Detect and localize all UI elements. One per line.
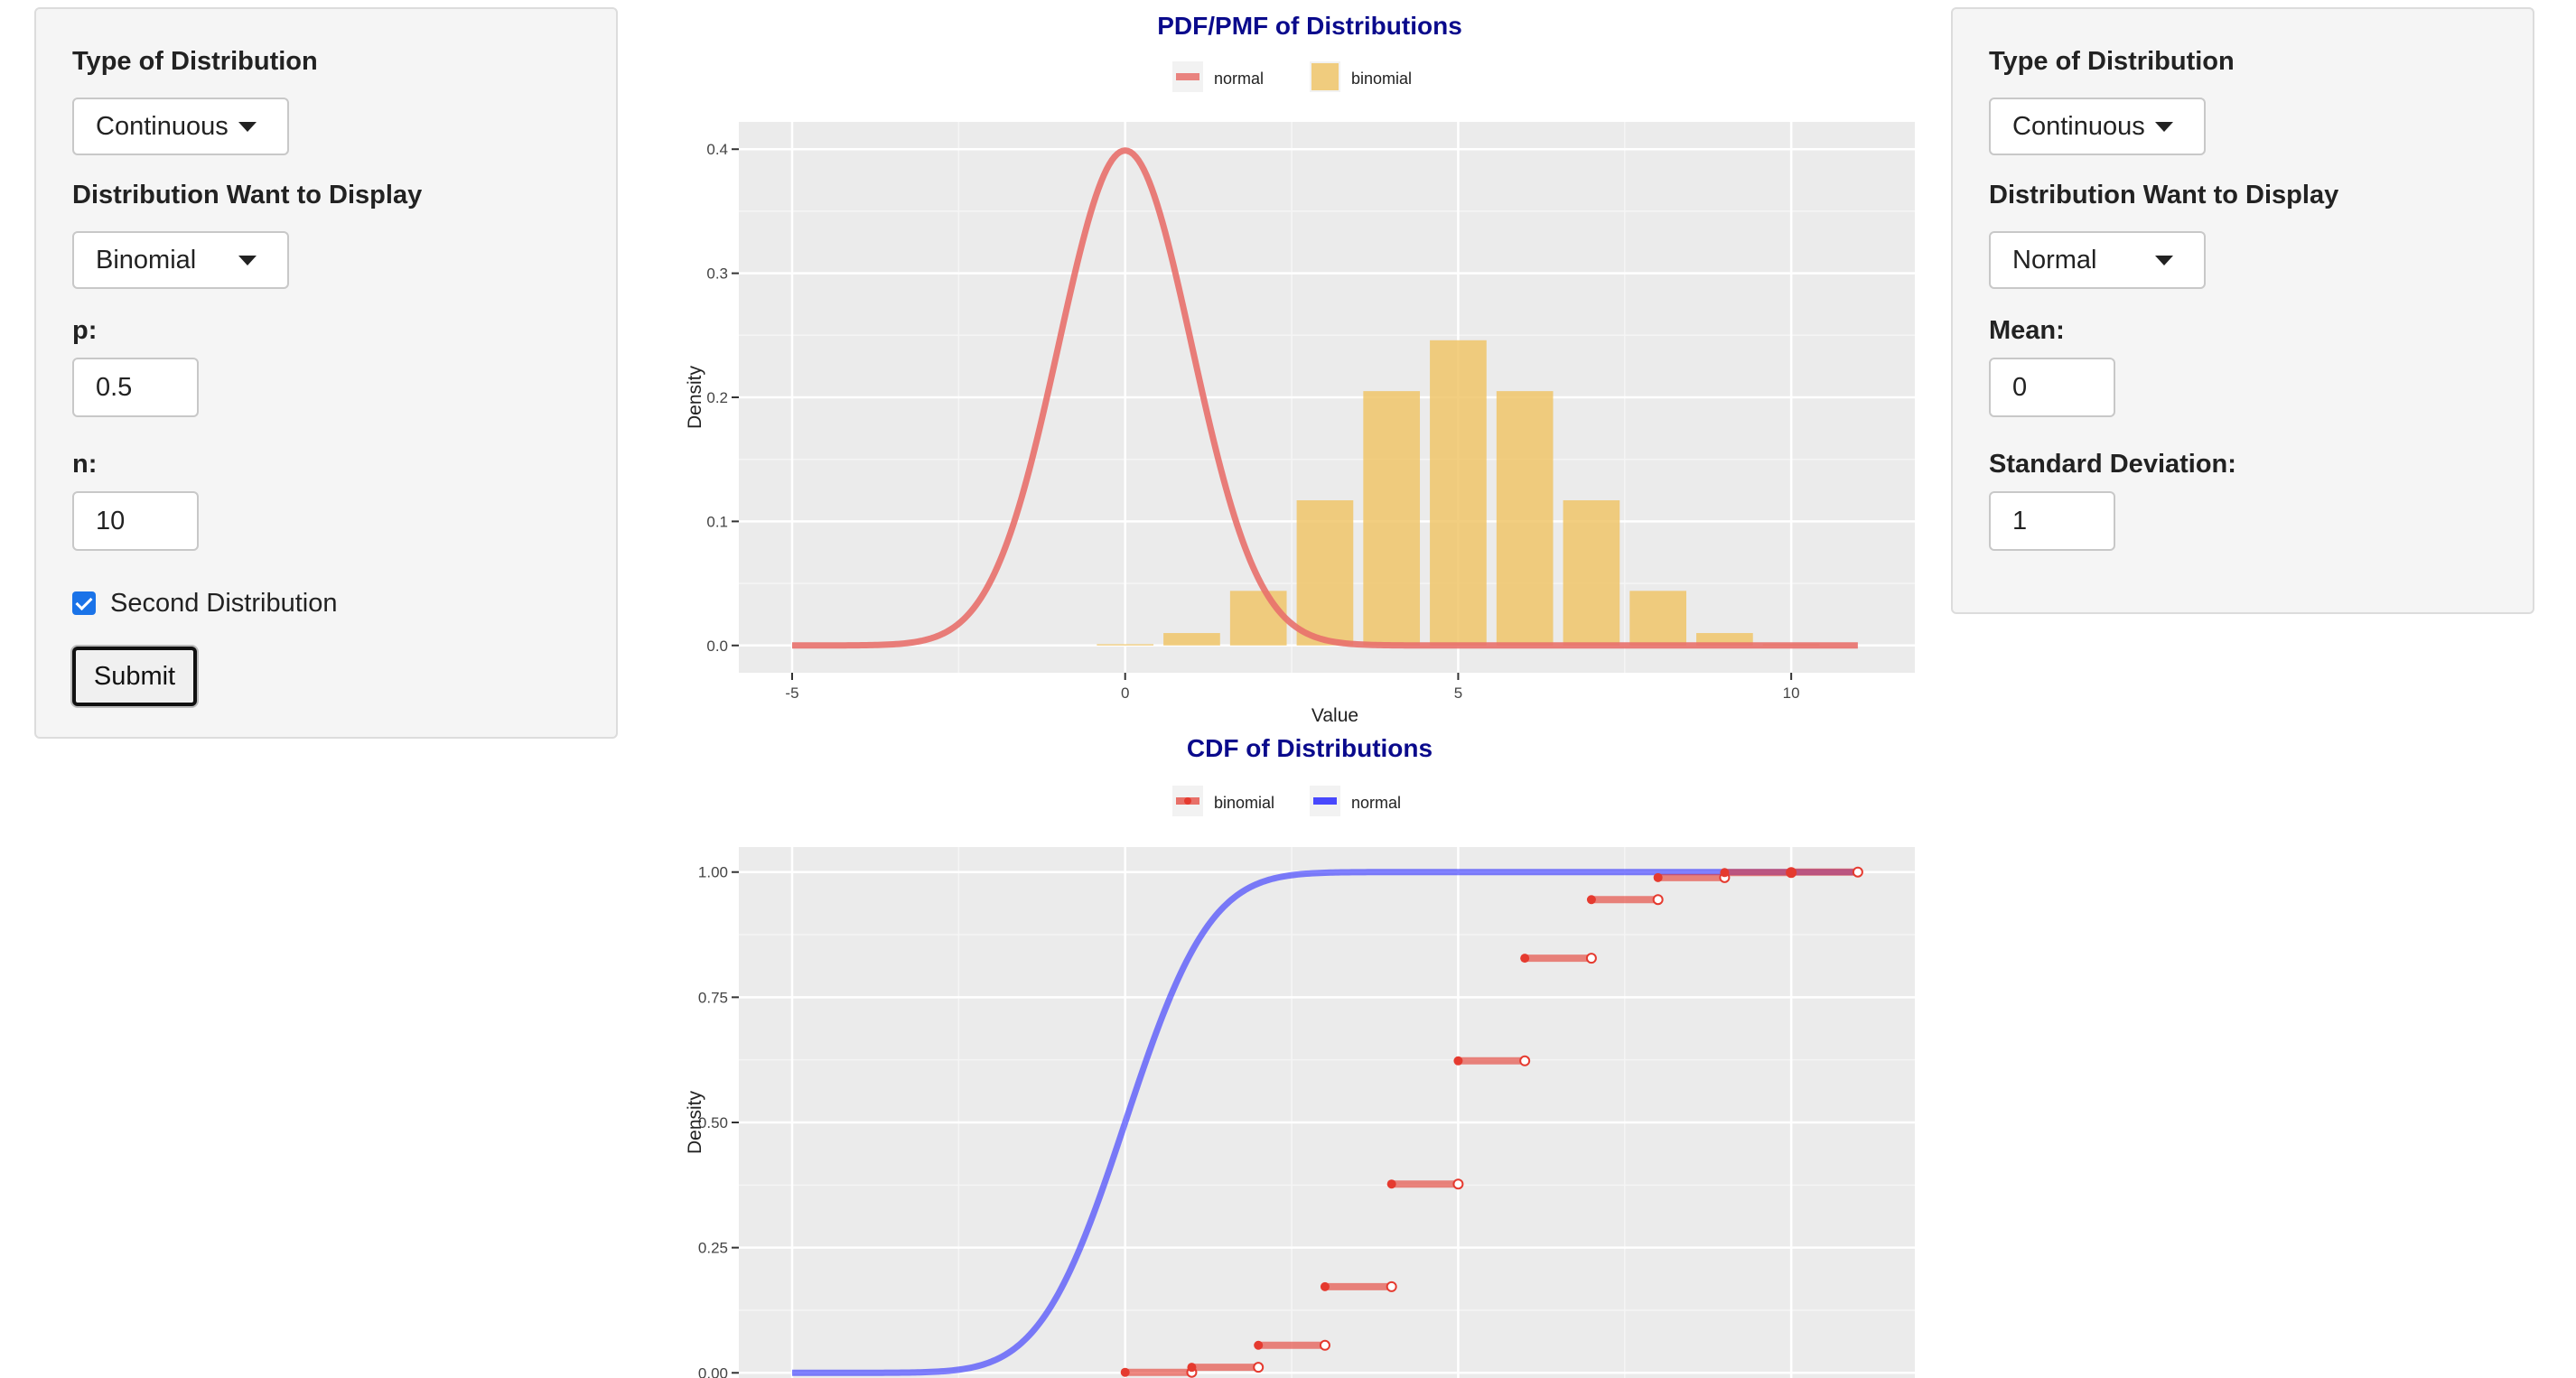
x-axis-label: Value — [1311, 705, 1358, 724]
y-axis-label: Density — [685, 1090, 705, 1154]
type-of-distribution-value-2: Continuous — [2012, 112, 2145, 141]
distribution-display-label-2: Distribution Want to Display — [1989, 181, 2339, 209]
binomial-step-closed-point — [1254, 1340, 1264, 1350]
binomial-bar — [1496, 391, 1554, 646]
binomial-bar — [1629, 591, 1686, 646]
distribution-display-label: Distribution Want to Display — [72, 181, 423, 209]
type-of-distribution-value: Continuous — [96, 112, 229, 141]
type-of-distribution-select-2[interactable]: Continuous — [1989, 98, 2206, 155]
y-tick-label: 0.3 — [706, 265, 728, 283]
n-input[interactable]: 10 — [72, 491, 199, 551]
binomial-step-closed-point — [1386, 1179, 1396, 1189]
x-tick-label: 5 — [1454, 684, 1462, 702]
n-label: n: — [72, 450, 98, 479]
binomial-step-open-point — [1253, 1362, 1265, 1373]
second-distribution-checkbox[interactable] — [72, 591, 96, 615]
x-tick-label: 10 — [1783, 684, 1800, 702]
legend-label: normal — [1214, 70, 1264, 88]
x-tick-label: -5 — [785, 684, 798, 702]
binomial-bar — [1430, 340, 1487, 646]
binomial-step-open-point — [1585, 953, 1597, 964]
y-tick-label: 0.50 — [698, 1114, 728, 1131]
legend-key-binomial — [1311, 63, 1339, 90]
binomial-bar — [1097, 644, 1154, 646]
binomial-step-closed-point — [1653, 872, 1663, 882]
p-label: p: — [72, 316, 98, 345]
binomial-bar — [1296, 500, 1354, 646]
mean-label: Mean: — [1989, 316, 2065, 345]
binomial-step-open-point — [1852, 866, 1863, 878]
chart-title: PDF/PMF of Distributions — [1157, 12, 1462, 40]
legend-label: binomial — [1214, 794, 1274, 812]
second-distribution-label: Second Distribution — [110, 588, 338, 618]
legend-label: normal — [1351, 794, 1401, 812]
caret-down-icon — [238, 256, 257, 265]
binomial-step-closed-point — [1120, 1367, 1130, 1377]
binomial-step-closed-point — [1187, 1363, 1197, 1373]
binomial-bar — [1563, 500, 1620, 646]
binomial-step-closed-point — [1720, 868, 1730, 878]
y-tick-label: 0.00 — [698, 1364, 728, 1378]
y-axis-label: Density — [685, 365, 705, 429]
distribution-display-value-2: Normal — [2012, 246, 2097, 275]
sd-input[interactable]: 1 — [1989, 491, 2115, 551]
distribution-display-value: Binomial — [96, 246, 197, 275]
y-tick-label: 0.2 — [706, 389, 728, 406]
binomial-step-closed-point — [1586, 895, 1596, 905]
normal-density-line — [791, 147, 1858, 649]
p-input[interactable]: 0.5 — [72, 358, 199, 417]
second-distribution-row[interactable]: Second Distribution — [72, 585, 337, 621]
left-input-panel: Type of Distribution Continuous Distribu… — [34, 7, 618, 739]
binomial-step-open-point — [1452, 1178, 1464, 1190]
y-tick-label: 0.0 — [706, 638, 728, 655]
binomial-bar — [1363, 391, 1421, 646]
x-tick-label: 0 — [1121, 684, 1129, 702]
y-tick-label: 0.4 — [706, 141, 728, 158]
binomial-step-open-point — [1652, 894, 1664, 906]
type-of-distribution-label-2: Type of Distribution — [1989, 47, 2235, 76]
binomial-step-closed-point — [1453, 1056, 1463, 1066]
plot-background — [739, 847, 1915, 1378]
binomial-bar — [1229, 591, 1287, 646]
y-tick-label: 1.00 — [698, 864, 728, 881]
caret-down-icon — [2155, 122, 2173, 132]
cdf-chart: CDF of Distributions 0.00 0.25 0.50 0.75 1.00… — [685, 734, 1915, 1378]
caret-down-icon — [2155, 256, 2173, 265]
sd-label: Standard Deviation: — [1989, 450, 2236, 479]
binomial-step-closed-point — [1787, 867, 1797, 877]
submit-button[interactable]: Submit — [72, 647, 197, 706]
pdf-pmf-chart: PDF/PMF of Distributions 0.0 0.1 0.2 0.3 0.4 -… — [685, 12, 1915, 724]
chart-title: CDF of Distributions — [1187, 734, 1433, 762]
legend-label: binomial — [1351, 70, 1412, 88]
type-of-distribution-select[interactable]: Continuous — [72, 98, 289, 155]
y-tick-label: 0.25 — [698, 1240, 728, 1257]
mean-input[interactable]: 0 — [1989, 358, 2115, 417]
caret-down-icon — [238, 122, 257, 132]
type-of-distribution-label: Type of Distribution — [72, 47, 318, 76]
binomial-step-closed-point — [1520, 954, 1530, 964]
y-tick-label: 0.75 — [698, 989, 728, 1006]
y-tick-label: 0.1 — [706, 513, 728, 530]
binomial-step-closed-point — [1320, 1281, 1330, 1291]
binomial-step-open-point — [1519, 1055, 1531, 1066]
legend-key-dot — [1184, 797, 1191, 805]
distribution-display-select-2[interactable]: Normal — [1989, 231, 2206, 289]
binomial-bar — [1163, 633, 1220, 646]
binomial-step-open-point — [1319, 1339, 1330, 1351]
right-input-panel: Type of Distribution Continuous Distribu… — [1951, 7, 2534, 614]
binomial-step-open-point — [1386, 1280, 1397, 1292]
normal-cdf-line — [791, 869, 1858, 1376]
distribution-display-select[interactable]: Binomial — [72, 231, 289, 289]
